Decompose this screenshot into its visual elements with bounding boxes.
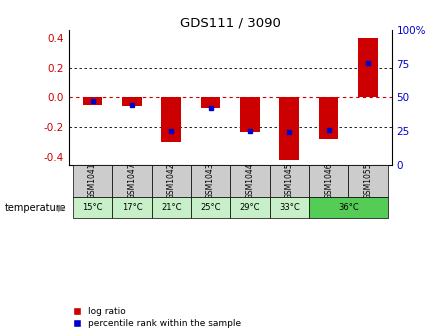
Text: 36°C: 36°C bbox=[338, 203, 359, 212]
Text: 33°C: 33°C bbox=[279, 203, 299, 212]
Text: ▶: ▶ bbox=[58, 203, 65, 213]
Bar bbox=[201, 97, 220, 108]
Bar bbox=[112, 198, 152, 218]
Bar bbox=[112, 165, 152, 198]
Bar bbox=[162, 97, 181, 142]
Bar bbox=[73, 198, 112, 218]
Text: temperature: temperature bbox=[4, 203, 66, 213]
Bar bbox=[358, 38, 378, 97]
Bar bbox=[348, 165, 388, 198]
Bar bbox=[152, 165, 191, 198]
Text: GSM1055: GSM1055 bbox=[364, 163, 372, 199]
Bar bbox=[309, 198, 388, 218]
Text: GSM1042: GSM1042 bbox=[167, 163, 176, 199]
Text: 17°C: 17°C bbox=[121, 203, 142, 212]
Bar bbox=[240, 97, 260, 132]
Legend: log ratio, percentile rank within the sample: log ratio, percentile rank within the sa… bbox=[73, 307, 241, 328]
Bar bbox=[270, 165, 309, 198]
Title: GDS111 / 3090: GDS111 / 3090 bbox=[180, 16, 281, 29]
Bar bbox=[122, 97, 142, 107]
Bar bbox=[231, 165, 270, 198]
Text: 29°C: 29°C bbox=[240, 203, 260, 212]
Bar bbox=[270, 198, 309, 218]
Text: GSM1047: GSM1047 bbox=[127, 163, 137, 199]
Text: GSM1046: GSM1046 bbox=[324, 163, 333, 199]
Text: GSM1045: GSM1045 bbox=[285, 163, 294, 199]
Text: GSM1044: GSM1044 bbox=[246, 163, 255, 199]
Bar bbox=[231, 198, 270, 218]
Bar bbox=[191, 198, 231, 218]
Text: GSM1041: GSM1041 bbox=[88, 163, 97, 199]
Text: 21°C: 21°C bbox=[161, 203, 182, 212]
Bar bbox=[279, 97, 299, 160]
Text: GSM1043: GSM1043 bbox=[206, 163, 215, 199]
Bar bbox=[309, 165, 348, 198]
Text: 15°C: 15°C bbox=[82, 203, 103, 212]
Bar bbox=[152, 198, 191, 218]
Bar bbox=[83, 97, 102, 105]
Text: 25°C: 25°C bbox=[200, 203, 221, 212]
Bar bbox=[73, 165, 112, 198]
Bar bbox=[191, 165, 231, 198]
Bar bbox=[319, 97, 339, 139]
